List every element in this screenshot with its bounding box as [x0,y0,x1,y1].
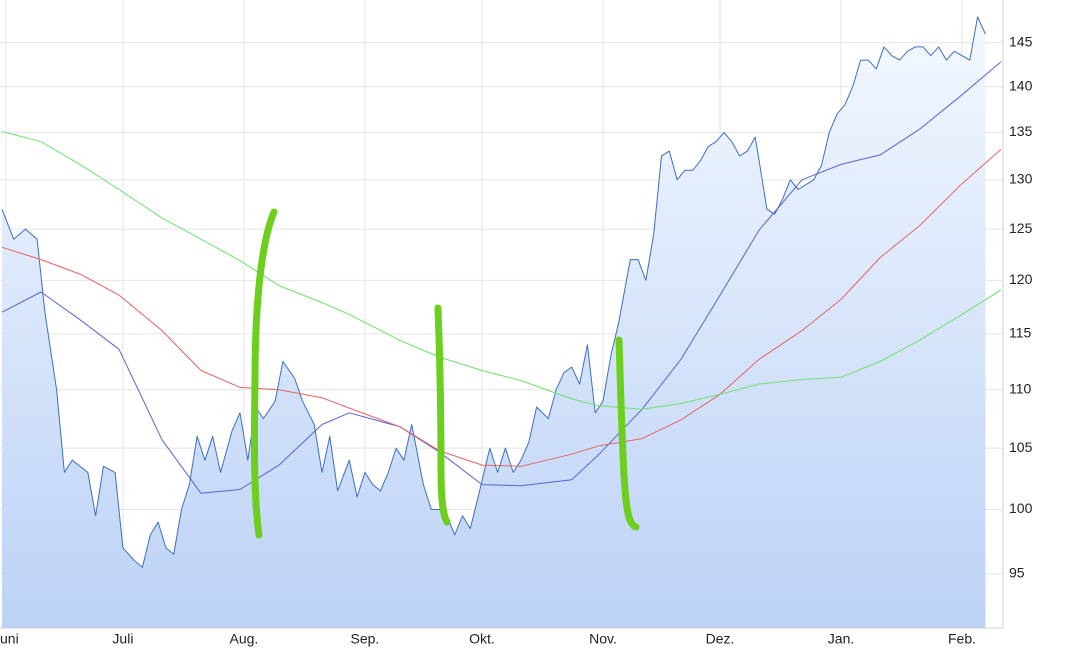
x-tick-label: Dez. [706,631,735,647]
x-tick-label: Nov. [589,631,617,647]
y-tick-label: 140 [1009,77,1033,93]
x-tick-label: Feb. [948,631,976,647]
y-tick-label: 95 [1009,565,1025,581]
x-tick-label: Juni [0,631,19,647]
y-tick-label: 115 [1009,325,1032,341]
annotation-stroke [250,208,278,539]
y-tick-label: 100 [1009,500,1033,516]
x-tick-label: Juli [112,631,133,647]
x-tick-label: Jan. [828,631,854,647]
y-tick-label: 105 [1009,439,1033,455]
series-line [1,16,986,568]
series-line [1,61,1002,494]
y-tick-label: 125 [1009,220,1033,236]
price-area [1,16,986,628]
annotation-stroke [615,336,640,531]
y-tick-label: 110 [1009,380,1032,396]
annotation-stroke [434,304,451,526]
y-tick-label: 120 [1009,271,1033,287]
hand-annotations [250,208,640,539]
x-tick-label: Okt. [469,631,495,647]
y-tick-label: 145 [1009,33,1033,49]
x-tick-label: Sep. [350,631,379,647]
series-line [1,131,1002,410]
series-line [1,148,1002,467]
y-tick-label: 130 [1009,171,1033,187]
plot [1,16,1002,628]
y-tick-label: 135 [1009,123,1033,139]
x-tick-label: Aug. [230,631,259,647]
axis-labels: 95 100 105 110 115 120 125 130 135 140 145 Juni Juli… [0,0,1033,647]
